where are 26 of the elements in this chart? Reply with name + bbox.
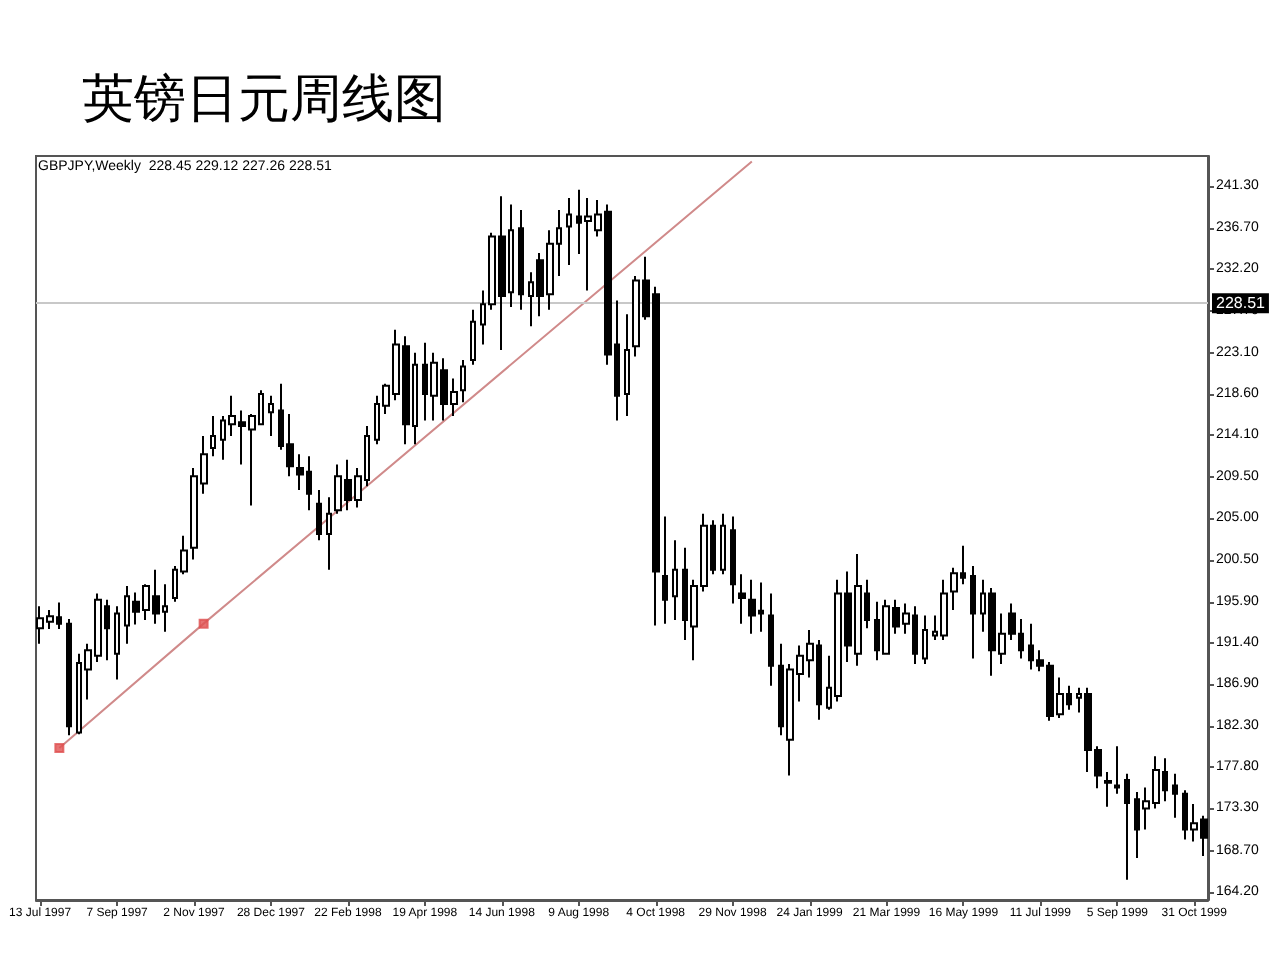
candlestick xyxy=(730,515,736,605)
candlestick xyxy=(316,489,322,542)
candlestick xyxy=(624,313,630,417)
candlestick xyxy=(1104,770,1112,808)
candlestick xyxy=(1172,772,1178,819)
candlestick xyxy=(738,573,746,625)
candlestick xyxy=(720,512,726,576)
candlestick xyxy=(268,394,274,438)
candlestick xyxy=(672,539,678,621)
candlestick xyxy=(1114,745,1120,795)
candlestick xyxy=(748,578,756,635)
candlestick xyxy=(210,414,216,458)
candlestick xyxy=(470,308,476,366)
ref-line-label: 228.51 xyxy=(1216,294,1267,313)
candlestick xyxy=(662,515,668,625)
candlestick xyxy=(326,496,332,571)
candlestick xyxy=(66,618,72,737)
candlestick xyxy=(768,592,774,687)
candlestick xyxy=(566,197,572,266)
candlestick xyxy=(460,359,466,404)
candlestick xyxy=(114,605,120,681)
candlestick xyxy=(922,614,928,665)
candlestick xyxy=(1124,772,1130,881)
candlestick xyxy=(970,564,976,660)
chart-title: 英镑日元周线图 xyxy=(82,70,446,130)
candlestick xyxy=(518,208,524,311)
